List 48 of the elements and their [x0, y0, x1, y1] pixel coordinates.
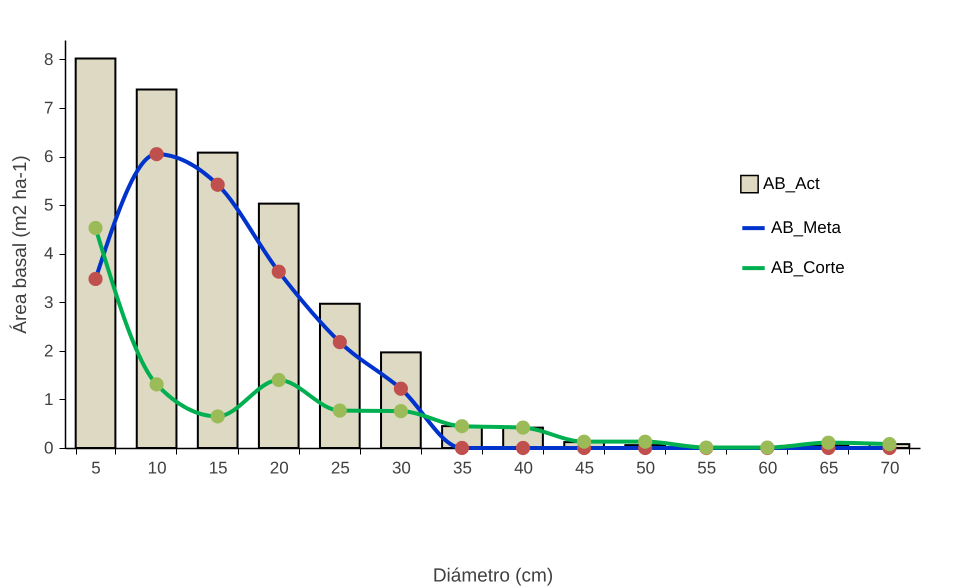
point: [394, 382, 408, 396]
x-tick-label: 25: [330, 458, 350, 478]
point: [394, 404, 408, 418]
point: [88, 220, 103, 236]
y-tick-label: 1: [44, 390, 54, 409]
y-tick-label: 4: [44, 244, 54, 264]
point: [454, 440, 470, 456]
point: [332, 335, 347, 350]
legend-label: AB_Corte: [771, 258, 845, 278]
y-axis-title: Área basal (m2 ha-1): [9, 155, 32, 334]
x-tick-label: 60: [758, 458, 778, 478]
x-axis-title: Diámetro (cm): [432, 566, 554, 586]
x-tick-label: 35: [453, 458, 472, 478]
y-tick-label: 3: [44, 292, 54, 312]
point: [454, 419, 470, 434]
x-tick-label: 45: [575, 458, 594, 478]
point: [150, 377, 164, 392]
point: [516, 420, 530, 435]
point: [272, 264, 286, 279]
point: [882, 437, 897, 452]
point: [577, 434, 592, 449]
x-tick-label: 15: [208, 458, 228, 478]
x-tick-label: 10: [148, 458, 167, 478]
legend-label: AB_Meta: [771, 218, 842, 238]
x-tick-label: 5: [91, 458, 101, 478]
x-tick-label: 65: [819, 458, 838, 478]
y-tick-label: 8: [44, 50, 54, 69]
point: [332, 404, 347, 418]
legend-label: AB_Act: [763, 174, 820, 194]
point: [210, 409, 225, 424]
y-tick-label: 0: [44, 438, 54, 458]
x-tick-label: 40: [514, 458, 533, 478]
x-tick-label: 30: [392, 458, 411, 478]
y-tick-label: 2: [44, 341, 54, 360]
point: [88, 272, 103, 286]
y-tick-label: 7: [44, 98, 54, 118]
point: [821, 436, 836, 450]
point: [638, 434, 652, 449]
point: [210, 178, 225, 192]
x-tick-label: 50: [636, 458, 656, 478]
x-tick-label: 20: [270, 458, 289, 478]
x-tick-label: 70: [880, 458, 900, 478]
point: [150, 147, 164, 162]
point: [516, 440, 530, 456]
y-tick-label: 5: [44, 196, 54, 215]
point: [272, 372, 286, 388]
x-tick-label: 55: [697, 458, 716, 478]
y-tick-label: 6: [44, 147, 54, 166]
